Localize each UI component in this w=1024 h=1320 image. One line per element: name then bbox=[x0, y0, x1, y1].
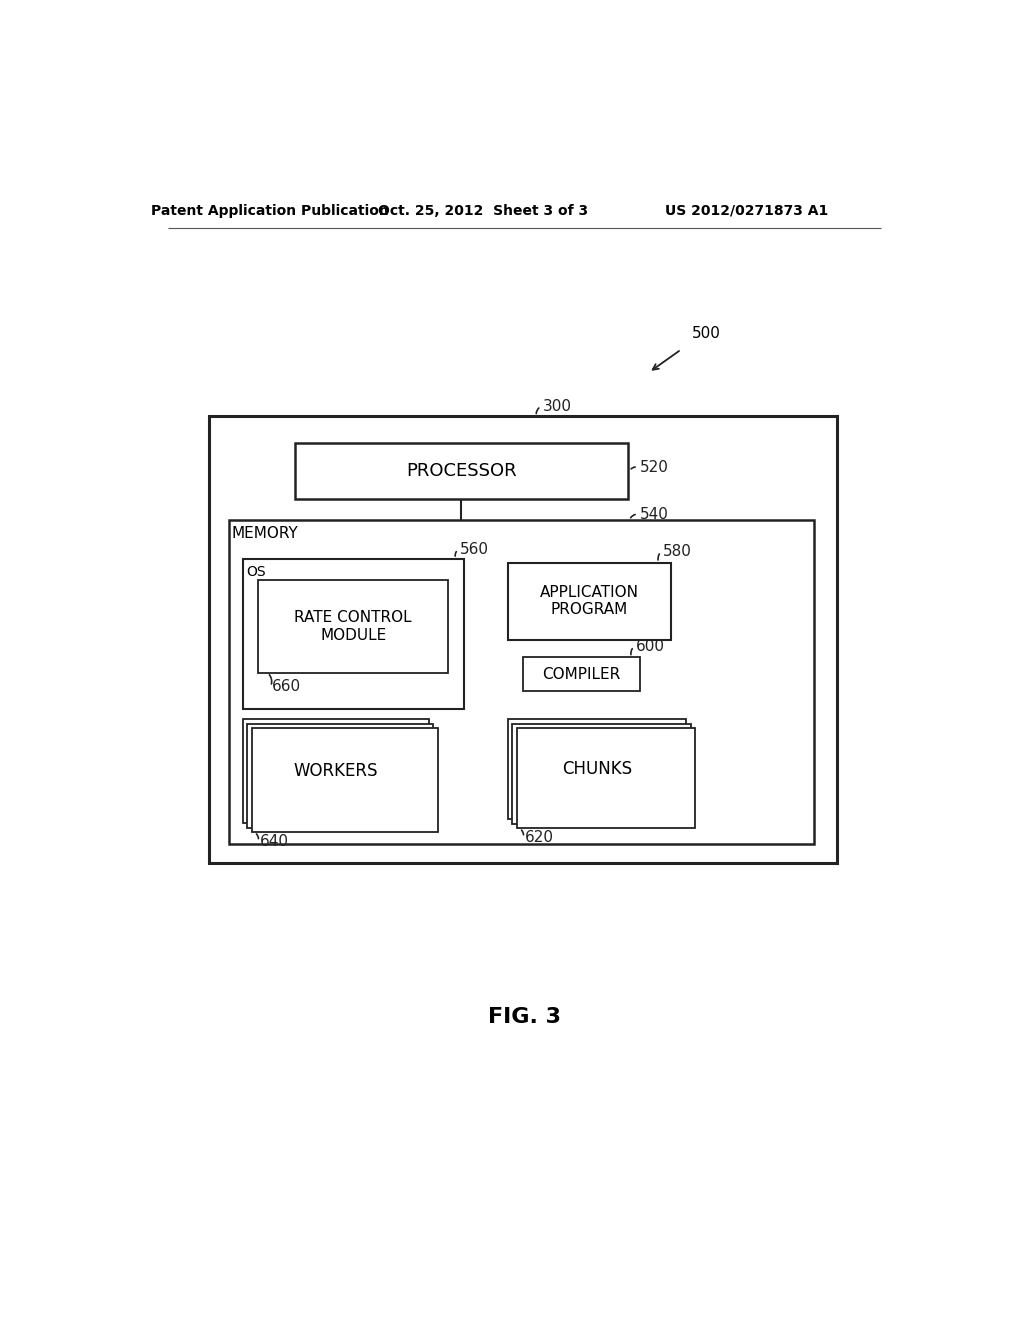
Text: APPLICATION
PROGRAM: APPLICATION PROGRAM bbox=[540, 585, 639, 618]
Bar bbox=[243, 719, 429, 822]
Bar bbox=[508, 719, 686, 818]
Bar bbox=[508, 562, 671, 640]
Text: 580: 580 bbox=[663, 544, 691, 560]
Text: WORKERS: WORKERS bbox=[294, 762, 378, 780]
Text: 640: 640 bbox=[260, 834, 289, 849]
Text: RATE CONTROL
MODULE: RATE CONTROL MODULE bbox=[294, 610, 412, 643]
Bar bbox=[523, 657, 640, 692]
Text: Oct. 25, 2012  Sheet 3 of 3: Oct. 25, 2012 Sheet 3 of 3 bbox=[378, 203, 588, 218]
Text: PROCESSOR: PROCESSOR bbox=[406, 462, 516, 480]
Bar bbox=[295, 444, 628, 499]
Bar bbox=[258, 581, 449, 673]
Text: MEMORY: MEMORY bbox=[231, 525, 299, 541]
Text: Patent Application Publication: Patent Application Publication bbox=[151, 203, 389, 218]
Text: OS: OS bbox=[246, 565, 265, 579]
Text: 660: 660 bbox=[272, 678, 301, 694]
Bar bbox=[252, 729, 438, 832]
Bar bbox=[228, 520, 814, 843]
Text: COMPILER: COMPILER bbox=[543, 667, 621, 682]
Bar bbox=[517, 729, 695, 829]
Bar bbox=[243, 558, 464, 709]
Text: 300: 300 bbox=[543, 399, 571, 414]
Text: 560: 560 bbox=[460, 543, 488, 557]
Text: CHUNKS: CHUNKS bbox=[562, 760, 632, 777]
Text: 540: 540 bbox=[640, 507, 669, 521]
Text: 500: 500 bbox=[692, 326, 721, 342]
Bar bbox=[512, 723, 690, 824]
Text: 600: 600 bbox=[636, 639, 665, 655]
Text: 620: 620 bbox=[524, 830, 554, 845]
Text: US 2012/0271873 A1: US 2012/0271873 A1 bbox=[665, 203, 828, 218]
Text: FIG. 3: FIG. 3 bbox=[488, 1007, 561, 1027]
Text: 520: 520 bbox=[640, 459, 669, 475]
Bar bbox=[209, 416, 838, 863]
Bar bbox=[248, 723, 433, 828]
